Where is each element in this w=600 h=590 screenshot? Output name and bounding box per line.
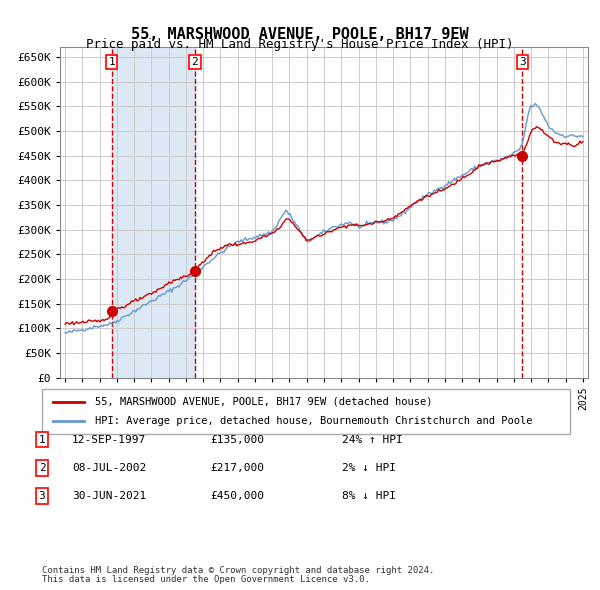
Text: 8% ↓ HPI: 8% ↓ HPI <box>342 491 396 501</box>
Text: 55, MARSHWOOD AVENUE, POOLE, BH17 9EW (detached house): 55, MARSHWOOD AVENUE, POOLE, BH17 9EW (d… <box>95 397 432 407</box>
Text: 2: 2 <box>191 57 199 67</box>
Text: 30-JUN-2021: 30-JUN-2021 <box>72 491 146 501</box>
Text: This data is licensed under the Open Government Licence v3.0.: This data is licensed under the Open Gov… <box>42 575 370 584</box>
Text: £135,000: £135,000 <box>210 435 264 444</box>
Text: 1: 1 <box>38 435 46 444</box>
Text: 3: 3 <box>519 57 526 67</box>
Text: £450,000: £450,000 <box>210 491 264 501</box>
Bar <box>112 47 195 378</box>
Text: 2% ↓ HPI: 2% ↓ HPI <box>342 463 396 473</box>
Text: Price paid vs. HM Land Registry's House Price Index (HPI): Price paid vs. HM Land Registry's House … <box>86 38 514 51</box>
Text: 24% ↑ HPI: 24% ↑ HPI <box>342 435 403 444</box>
Text: 55, MARSHWOOD AVENUE, POOLE, BH17 9EW: 55, MARSHWOOD AVENUE, POOLE, BH17 9EW <box>131 27 469 41</box>
Text: HPI: Average price, detached house, Bournemouth Christchurch and Poole: HPI: Average price, detached house, Bour… <box>95 417 532 426</box>
Text: Contains HM Land Registry data © Crown copyright and database right 2024.: Contains HM Land Registry data © Crown c… <box>42 566 434 575</box>
Text: 2: 2 <box>38 463 46 473</box>
Text: 08-JUL-2002: 08-JUL-2002 <box>72 463 146 473</box>
Text: £217,000: £217,000 <box>210 463 264 473</box>
Text: 1: 1 <box>109 57 115 67</box>
FancyBboxPatch shape <box>42 389 570 434</box>
Text: 12-SEP-1997: 12-SEP-1997 <box>72 435 146 444</box>
Text: 3: 3 <box>38 491 46 501</box>
